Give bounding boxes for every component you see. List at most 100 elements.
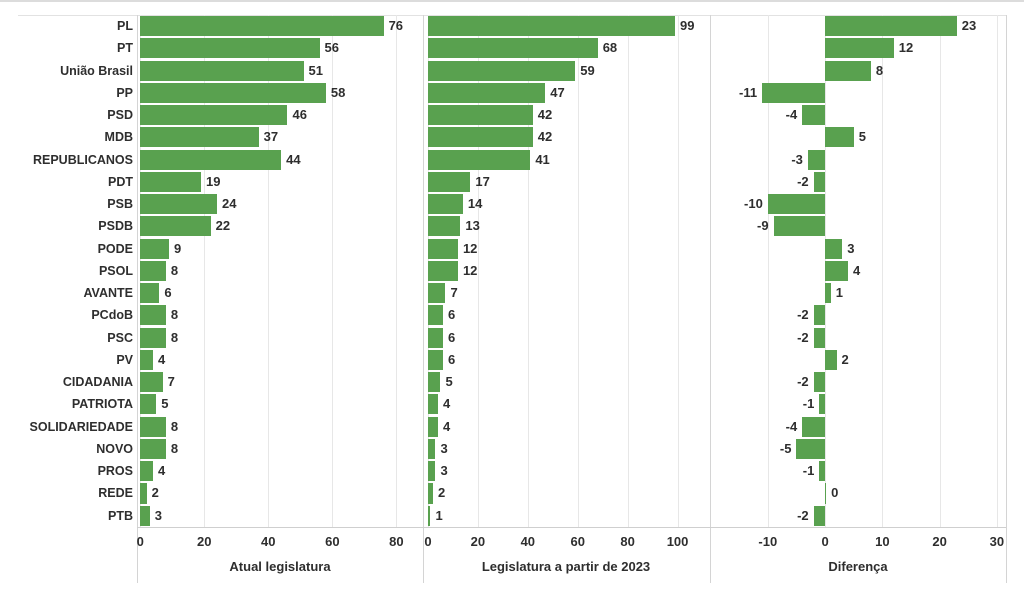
value-label: 2 [151, 485, 159, 501]
tick-label: 30 [989, 534, 1005, 549]
value-label: 6 [164, 285, 172, 301]
value-label: -3 [791, 151, 803, 167]
category-label: União Brasil [60, 63, 133, 78]
bar [825, 38, 894, 59]
value-label: 13 [465, 218, 480, 234]
panel-divider [710, 15, 711, 583]
bar [427, 305, 443, 326]
category-label: REDE [98, 486, 133, 501]
category-label: PV [116, 352, 133, 367]
tick-label: 40 [261, 534, 276, 549]
bar [140, 461, 153, 482]
value-label: 6 [447, 351, 456, 367]
bar [140, 38, 320, 59]
value-label: 4 [158, 351, 166, 367]
tick-label: 0 [136, 534, 144, 549]
bar [140, 82, 326, 103]
value-label: 8 [170, 307, 179, 323]
value-label: 5 [445, 374, 453, 390]
gridline [678, 15, 679, 527]
bar [140, 194, 218, 215]
bar [140, 327, 166, 348]
bar [427, 127, 533, 148]
bar [427, 283, 446, 304]
value-label: -1 [802, 396, 815, 412]
bar [427, 171, 471, 192]
category-label: PSD [107, 108, 133, 123]
value-label: 8 [170, 262, 179, 278]
tick-label: 80 [389, 534, 404, 549]
bar [813, 171, 826, 192]
value-label: -10 [744, 196, 763, 212]
value-label: 8 [170, 418, 179, 434]
value-label: 23 [961, 18, 977, 33]
category-label: PSC [107, 330, 133, 345]
bar [813, 505, 826, 526]
value-label: 3 [154, 507, 163, 523]
category-label: PSOL [98, 263, 133, 278]
tick-label: 10 [875, 534, 890, 549]
value-label: 14 [467, 196, 483, 212]
value-label: 3 [847, 240, 855, 256]
category-label: NOVO [96, 441, 133, 456]
bar [427, 149, 531, 170]
bar [767, 194, 826, 215]
bar [427, 327, 443, 348]
panel-divider [137, 15, 138, 583]
bar [140, 171, 202, 192]
bar [825, 127, 854, 148]
value-label: -4 [785, 107, 798, 123]
category-label: PDT [108, 174, 133, 189]
value-label: 5 [858, 129, 866, 145]
gridline [628, 15, 629, 527]
value-label: 46 [292, 107, 307, 123]
bar [427, 260, 458, 281]
bar [802, 105, 826, 126]
value-label: 58 [330, 84, 346, 100]
value-label: 41 [535, 151, 550, 167]
axis-line [137, 527, 1006, 528]
value-label: 51 [308, 62, 323, 78]
value-label: -4 [785, 418, 798, 434]
bar [427, 394, 438, 415]
bar [813, 327, 826, 348]
tick-label: 60 [570, 534, 585, 549]
axis-title-atual-legislatura: Atual legislatura [229, 559, 331, 574]
value-label: 2 [437, 485, 446, 501]
value-label: 6 [447, 307, 456, 323]
bar [140, 149, 282, 170]
value-label: 68 [602, 40, 618, 56]
tick-label: 100 [666, 534, 689, 549]
bar [140, 305, 166, 326]
tick-label: 40 [520, 534, 536, 549]
bar [762, 82, 826, 103]
category-label: PP [116, 85, 133, 100]
bar [427, 216, 461, 237]
tick-label: 0 [424, 534, 432, 549]
bar [140, 60, 304, 81]
value-label: 5 [161, 396, 169, 412]
category-label: PT [117, 41, 133, 56]
bar [427, 372, 441, 393]
category-label: PL [117, 19, 133, 33]
value-label: 59 [580, 62, 595, 78]
bar [427, 16, 676, 37]
category-label: PTB [108, 508, 133, 523]
bar [427, 438, 436, 459]
value-label: 4 [158, 463, 166, 479]
bar [427, 82, 546, 103]
tick-label: 80 [620, 534, 635, 549]
bar [427, 38, 598, 59]
value-label: 19 [206, 173, 221, 189]
gridline [997, 15, 998, 527]
bar [140, 127, 259, 148]
value-label: 76 [388, 18, 404, 33]
tick-label: 0 [821, 534, 829, 549]
gridline [940, 15, 941, 527]
bar [427, 194, 463, 215]
bar [807, 149, 826, 170]
bar [140, 372, 163, 393]
bar [825, 483, 827, 504]
gridline [768, 15, 769, 527]
